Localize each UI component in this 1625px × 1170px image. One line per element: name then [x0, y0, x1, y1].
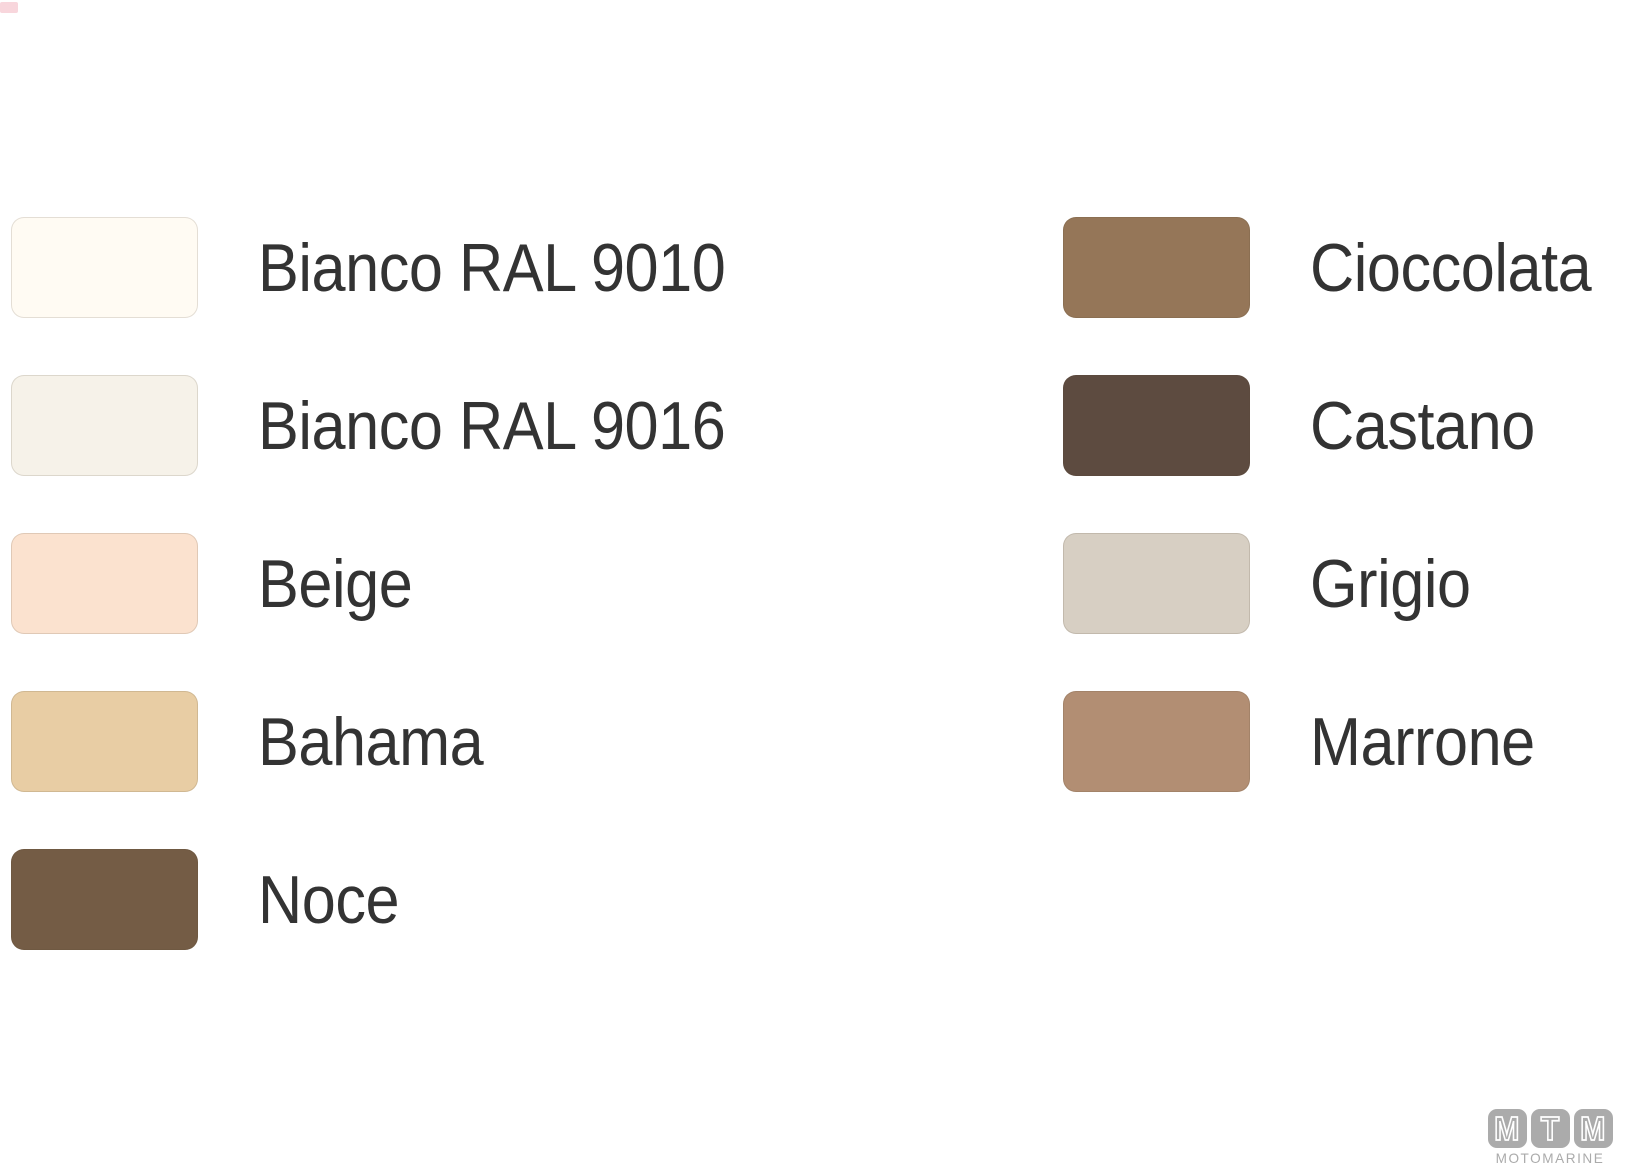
color-label: Grigio	[1310, 545, 1471, 622]
color-label: Beige	[258, 545, 413, 622]
palette-row: Bianco RAL 9016	[11, 375, 777, 476]
palette-row: Noce	[11, 849, 777, 950]
color-label: Castano	[1310, 387, 1535, 464]
palette-row: Grigio	[1063, 533, 1623, 634]
color-label: Marrone	[1310, 703, 1535, 780]
logo-square-m2: M	[1573, 1109, 1613, 1148]
color-swatch-bianco-ral-9016	[11, 375, 198, 476]
color-swatch-bahama	[11, 691, 198, 792]
logo-letter: M	[1580, 1110, 1607, 1147]
scan-artifact-mark	[0, 2, 18, 13]
logo-letter-squares: M T M	[1484, 1109, 1616, 1148]
color-swatch-marrone	[1063, 691, 1250, 792]
color-label: Bianco RAL 9010	[258, 229, 726, 306]
logo-wordmark: MOTOMARINE	[1495, 1150, 1605, 1166]
mtm-motomarine-logo: M T M MOTOMARINE	[1484, 1109, 1616, 1165]
color-swatch-beige	[11, 533, 198, 634]
color-swatch-noce	[11, 849, 198, 950]
logo-letter: T	[1540, 1110, 1560, 1147]
color-swatch-grigio	[1063, 533, 1250, 634]
color-swatch-castano	[1063, 375, 1250, 476]
palette-column-left: Bianco RAL 9010 Bianco RAL 9016 Beige Ba…	[11, 217, 777, 950]
logo-square-m1: M	[1487, 1109, 1527, 1148]
palette-row: Bianco RAL 9010	[11, 217, 777, 318]
color-label: Noce	[258, 861, 400, 938]
color-swatch-bianco-ral-9010	[11, 217, 198, 318]
color-swatch-cioccolata	[1063, 217, 1250, 318]
color-label: Cioccolata	[1310, 229, 1592, 306]
palette-row: Marrone	[1063, 691, 1623, 792]
logo-letter: M	[1494, 1110, 1521, 1147]
palette-row: Beige	[11, 533, 777, 634]
color-label: Bianco RAL 9016	[258, 387, 726, 464]
palette-column-right: Cioccolata Castano Grigio Marrone	[1063, 217, 1623, 792]
color-label: Bahama	[258, 703, 484, 780]
palette-row: Bahama	[11, 691, 777, 792]
palette-row: Castano	[1063, 375, 1623, 476]
palette-row: Cioccolata	[1063, 217, 1623, 318]
logo-square-t: T	[1530, 1109, 1570, 1148]
